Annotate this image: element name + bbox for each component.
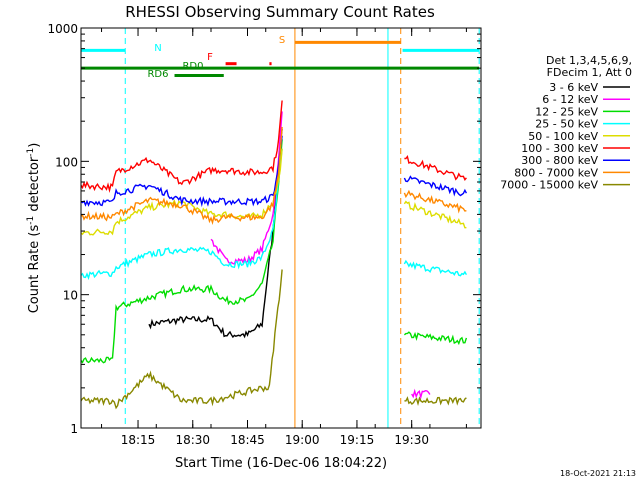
x-tick-label-19:15: 19:15 [340,433,375,447]
series-line-3-6keV [148,129,283,339]
y-axis-label-part1: Count Rate (s [27,225,42,314]
y-tick-label-1: 1 [70,422,78,436]
series-line-12-25keV [80,139,468,364]
state-label-n: N [154,43,161,54]
x-tick-label-18:15: 18:15 [121,433,156,447]
legend-label-4: 50 - 100 keV [528,130,598,143]
series-line-300-800keV [80,135,468,208]
x-tick-label-19:00: 19:00 [285,433,320,447]
legend-label-6: 300 - 800 keV [521,154,598,167]
legend-label-7: 800 - 7000 keV [514,166,598,179]
legend-label-1: 6 - 12 keV [542,93,598,106]
legend-label-0: 3 - 6 keV [549,81,598,94]
x-tick-label-18:30: 18:30 [175,433,210,447]
state-label-rd6: RD6 [147,69,168,80]
y-axis-label-part2: detector [27,156,42,216]
legend-header-1: FDecim 1, Att 0 [547,66,632,79]
series-line-7000-15000keV [80,269,467,410]
plot-frame [80,27,482,429]
y-tick-label-100: 100 [55,155,78,169]
series-line-100-300keV [80,100,467,193]
legend-label-5: 100 - 300 keV [521,142,598,155]
chart-title: RHESSI Observing Summary Count Rates [125,3,435,21]
series-line-800-7000keV [80,126,467,226]
state-label-rd0: RD0 [182,61,203,72]
y-axis-label-sup1: -1 [26,216,36,225]
y-tick-label-1000: 1000 [47,22,78,36]
y-axis-label-part3: ) [27,143,42,148]
legend-label-8: 7000 - 15000 keV [500,179,598,192]
y-axis-label: Count Rate (s-1 detector-1) [26,143,42,314]
timestamp: 18-Oct-2021 21:13 [560,469,636,478]
legend-header-0: Det 1,3,4,5,6,9, [546,54,632,67]
x-axis-label: Start Time (16-Dec-06 18:04:22) [175,456,387,471]
y-tick-label-10: 10 [63,289,78,303]
state-label-s: S [279,35,285,46]
x-tick-label-19:30: 19:30 [394,433,429,447]
state-label-f: F [207,52,213,63]
legend-label-3: 25 - 50 keV [535,118,598,131]
legend-label-2: 12 - 25 keV [535,105,598,118]
series-line-25-50keV [80,148,468,281]
x-tick-label-18:45: 18:45 [230,433,265,447]
y-axis-label-sup2: -1 [26,148,36,157]
